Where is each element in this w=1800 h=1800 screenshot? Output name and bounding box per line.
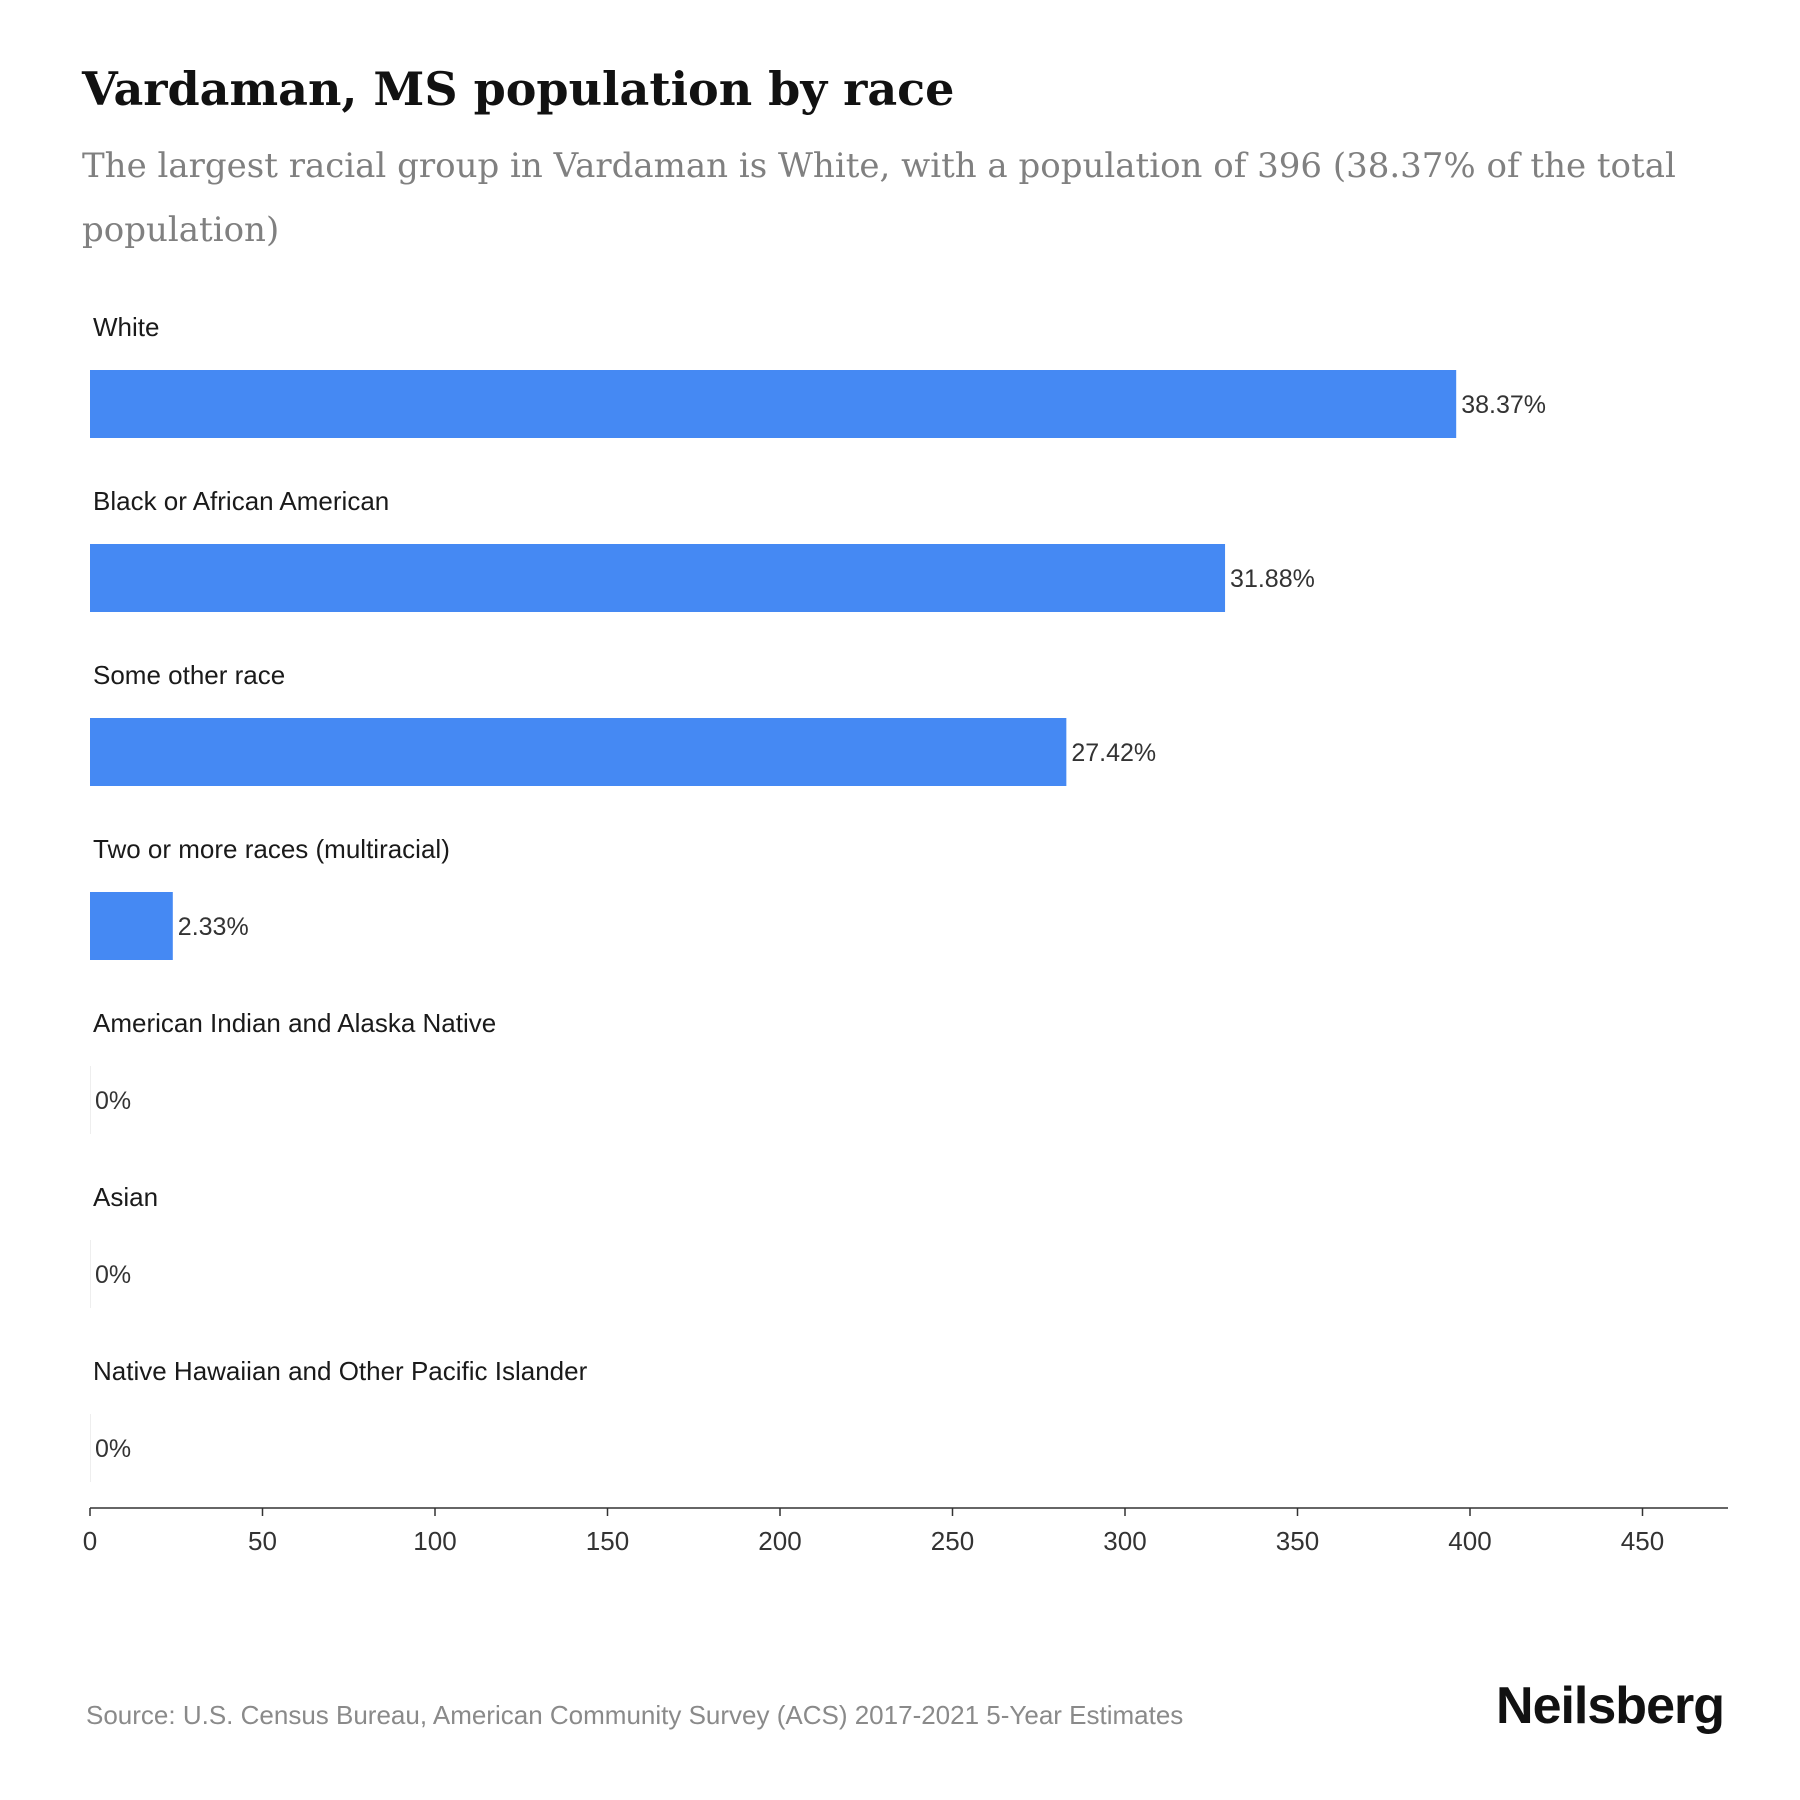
x-tick-label: 100: [413, 1526, 456, 1556]
data-label: 38.37%: [1461, 391, 1546, 419]
bar: [90, 1066, 91, 1134]
category-label: White: [93, 312, 159, 342]
x-tick-label: 200: [758, 1526, 801, 1556]
category-label: Asian: [93, 1182, 158, 1212]
bar: [90, 718, 1067, 786]
x-tick-label: 300: [1103, 1526, 1146, 1556]
bar: [90, 1240, 91, 1308]
x-tick-label: 150: [586, 1526, 629, 1556]
x-tick-label: 0: [83, 1526, 97, 1556]
category-label: Some other race: [93, 660, 285, 690]
data-label: 0%: [95, 1435, 131, 1463]
bar: [90, 1414, 91, 1482]
chart-subtitle: The largest racial group in Vardaman is …: [82, 146, 1676, 250]
x-tick-label: 250: [931, 1526, 974, 1556]
bar: [90, 370, 1457, 438]
x-tick-label: 450: [1621, 1526, 1664, 1556]
data-label: 31.88%: [1230, 565, 1315, 593]
data-label: 0%: [95, 1087, 131, 1115]
chart-title: Vardaman, MS population by race: [82, 62, 955, 116]
category-label: Native Hawaiian and Other Pacific Island…: [93, 1356, 588, 1386]
x-tick-label: 50: [248, 1526, 277, 1556]
brand-logo: Neilsberg: [1496, 1677, 1725, 1735]
bar: [90, 544, 1226, 612]
bar: [90, 892, 173, 960]
category-label: American Indian and Alaska Native: [93, 1008, 496, 1038]
data-label: 27.42%: [1071, 739, 1156, 767]
category-label: Black or African American: [93, 486, 389, 516]
data-label: 0%: [95, 1261, 131, 1289]
data-label: 2.33%: [178, 913, 249, 941]
source-note: Source: U.S. Census Bureau, American Com…: [86, 1700, 1184, 1730]
x-tick-label: 400: [1448, 1526, 1491, 1556]
x-tick-label: 350: [1276, 1526, 1319, 1556]
category-label: Two or more races (multiracial): [93, 834, 450, 864]
